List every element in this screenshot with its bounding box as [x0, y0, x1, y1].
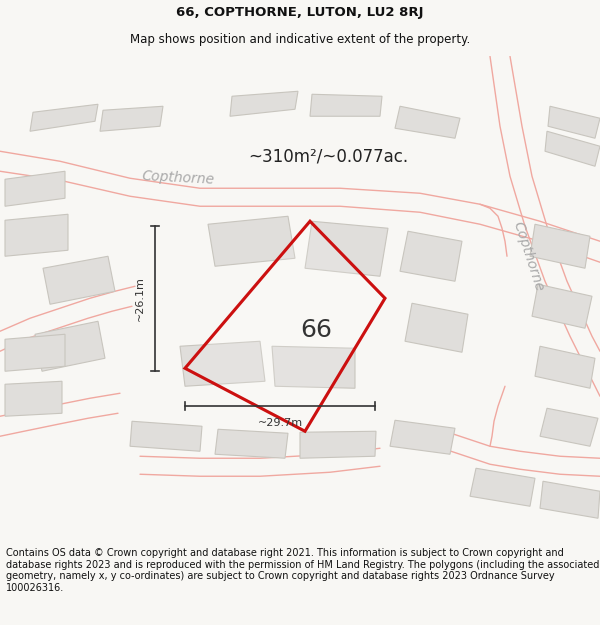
Polygon shape — [5, 334, 65, 371]
Text: Copthorne: Copthorne — [510, 219, 546, 293]
Polygon shape — [5, 171, 65, 206]
Text: Map shows position and indicative extent of the property.: Map shows position and indicative extent… — [130, 34, 470, 46]
Polygon shape — [535, 346, 595, 388]
Polygon shape — [305, 221, 388, 276]
Polygon shape — [35, 321, 105, 371]
Polygon shape — [300, 431, 376, 458]
Polygon shape — [310, 94, 382, 116]
Polygon shape — [470, 468, 535, 506]
Text: 66, COPTHORNE, LUTON, LU2 8RJ: 66, COPTHORNE, LUTON, LU2 8RJ — [176, 6, 424, 19]
Polygon shape — [215, 429, 288, 458]
Polygon shape — [530, 224, 590, 268]
Polygon shape — [405, 303, 468, 352]
Polygon shape — [180, 341, 265, 386]
Polygon shape — [30, 104, 98, 131]
Polygon shape — [5, 381, 62, 416]
Polygon shape — [540, 481, 600, 518]
Text: ~310m²/~0.077ac.: ~310m²/~0.077ac. — [248, 148, 408, 165]
Text: 66: 66 — [300, 318, 332, 342]
Polygon shape — [272, 346, 355, 388]
Polygon shape — [540, 408, 598, 446]
Polygon shape — [5, 214, 68, 256]
Polygon shape — [130, 421, 202, 451]
Polygon shape — [208, 216, 295, 266]
Polygon shape — [532, 284, 592, 328]
Polygon shape — [395, 106, 460, 138]
Polygon shape — [230, 91, 298, 116]
Polygon shape — [390, 420, 455, 454]
Polygon shape — [400, 231, 462, 281]
Polygon shape — [548, 106, 600, 138]
Text: ~29.7m: ~29.7m — [257, 418, 302, 428]
Polygon shape — [185, 221, 385, 431]
Text: ~26.1m: ~26.1m — [135, 276, 145, 321]
Text: Copthorne: Copthorne — [142, 169, 215, 187]
Polygon shape — [100, 106, 163, 131]
Polygon shape — [43, 256, 115, 304]
Polygon shape — [545, 131, 600, 166]
Text: Contains OS data © Crown copyright and database right 2021. This information is : Contains OS data © Crown copyright and d… — [6, 548, 599, 593]
